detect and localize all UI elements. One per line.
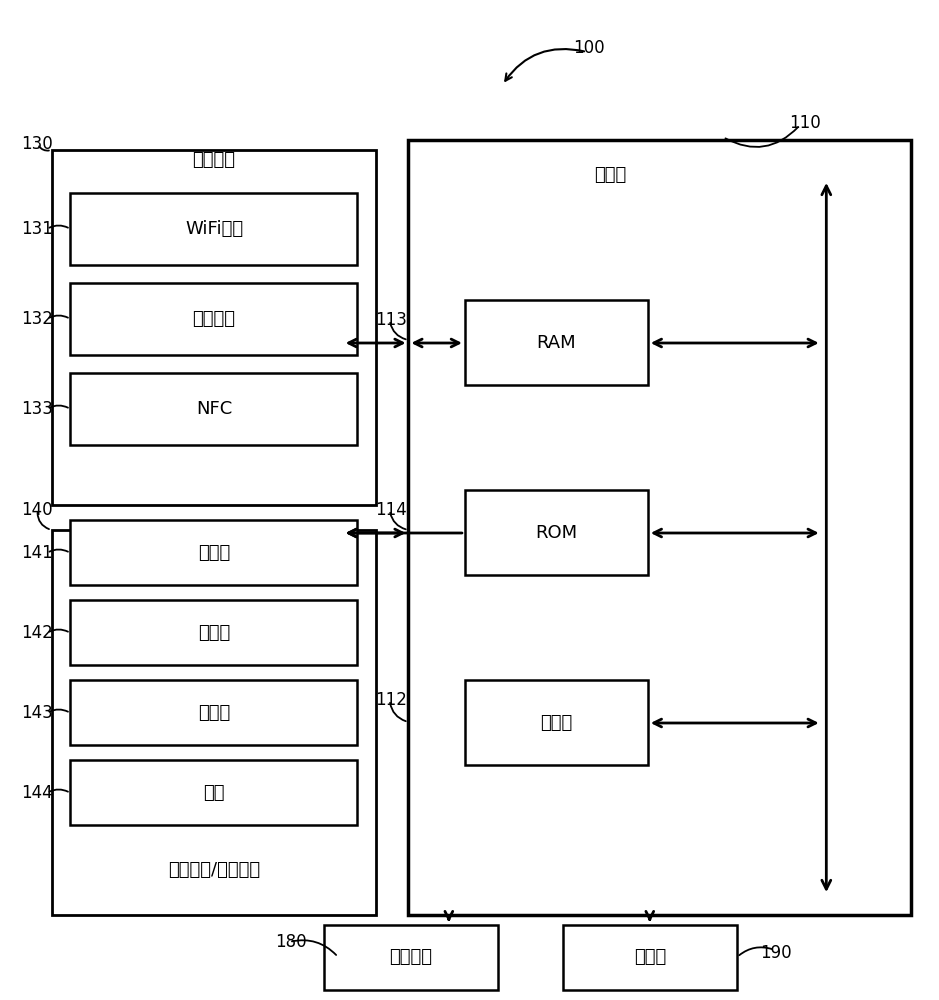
Text: 133: 133	[21, 400, 53, 418]
Text: 通信接口: 通信接口	[192, 151, 236, 169]
Text: 112: 112	[376, 691, 408, 709]
Text: 143: 143	[21, 704, 53, 722]
Text: 麦克风: 麦克风	[198, 544, 230, 562]
Text: 110: 110	[789, 114, 821, 132]
Text: 控制器: 控制器	[594, 166, 626, 184]
Text: 处理器: 处理器	[540, 714, 572, 732]
Text: ROM: ROM	[535, 524, 577, 542]
Text: 132: 132	[21, 310, 53, 328]
Text: 按键: 按键	[204, 784, 224, 802]
Bar	[408, 140, 911, 915]
Text: 144: 144	[21, 784, 53, 802]
Bar	[70, 760, 357, 825]
Text: 供电电源: 供电电源	[389, 948, 432, 966]
Bar	[324, 925, 498, 990]
Text: 触摸板: 触摸板	[198, 624, 230, 642]
Text: 100: 100	[573, 39, 605, 57]
Text: 传感器: 传感器	[198, 704, 230, 722]
Text: 存储器: 存储器	[634, 948, 666, 966]
Bar	[70, 373, 357, 445]
Bar	[70, 193, 357, 265]
Bar	[465, 680, 648, 765]
Text: 131: 131	[21, 220, 53, 238]
Text: 141: 141	[21, 544, 53, 562]
Bar	[52, 530, 376, 915]
Text: 142: 142	[21, 624, 53, 642]
Bar	[563, 925, 737, 990]
Bar	[70, 680, 357, 745]
Bar	[70, 283, 357, 355]
Text: 用户输入/输出接口: 用户输入/输出接口	[168, 861, 260, 879]
Text: 180: 180	[275, 933, 307, 951]
Text: 130: 130	[21, 135, 53, 153]
Text: WiFi芯片: WiFi芯片	[185, 220, 243, 238]
Bar	[52, 150, 376, 505]
Text: 蓝牙模块: 蓝牙模块	[192, 310, 236, 328]
Bar	[465, 490, 648, 575]
Text: NFC: NFC	[196, 400, 232, 418]
Text: 114: 114	[376, 501, 408, 519]
Text: 140: 140	[21, 501, 53, 519]
Text: RAM: RAM	[536, 334, 576, 352]
Bar	[465, 300, 648, 385]
Text: 113: 113	[376, 311, 408, 329]
Text: 190: 190	[761, 944, 793, 962]
Bar	[70, 600, 357, 665]
Bar	[70, 520, 357, 585]
